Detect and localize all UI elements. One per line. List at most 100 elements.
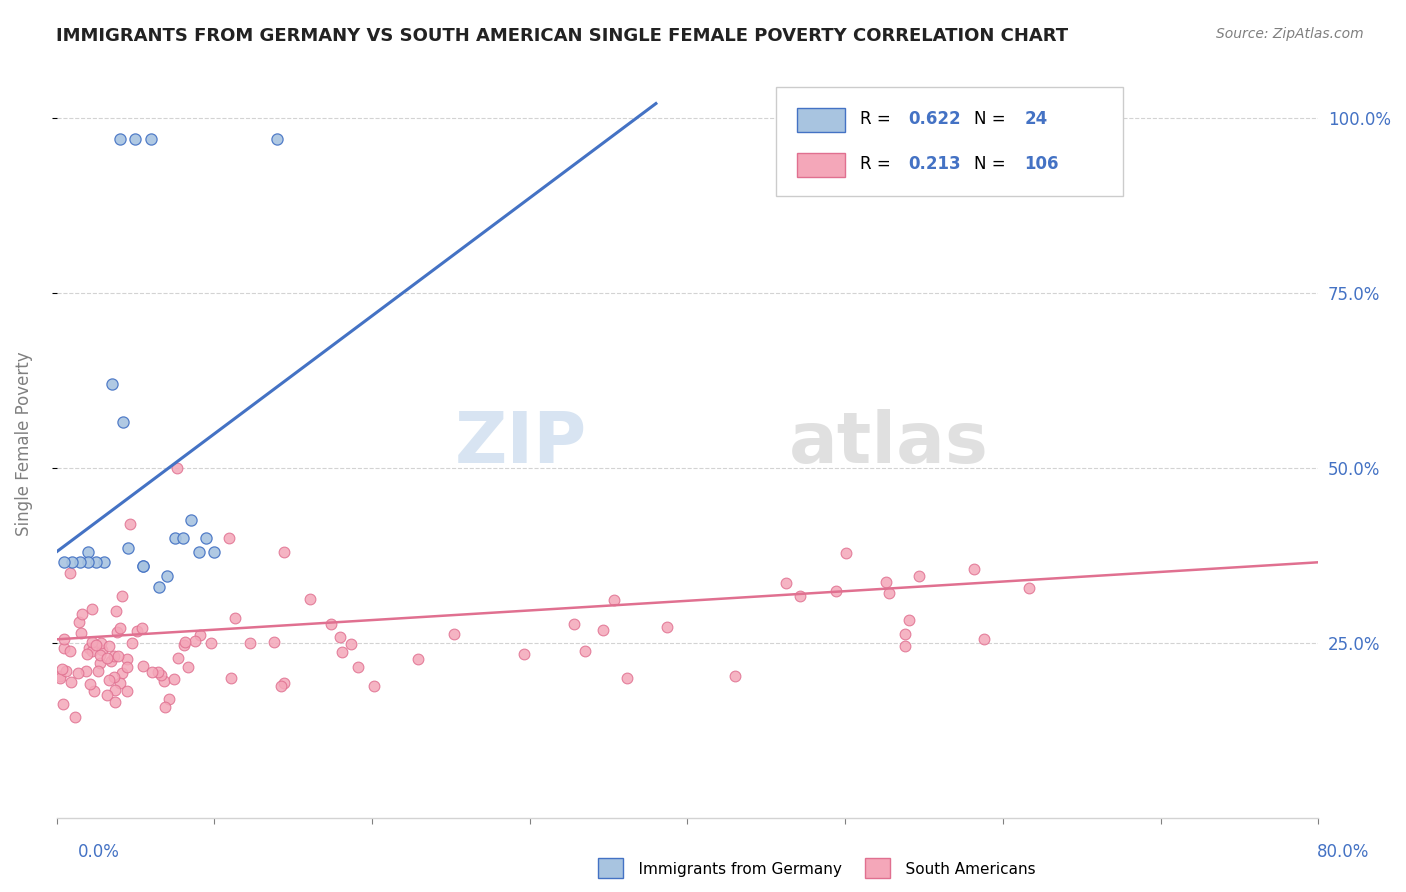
Point bbox=[330, 645, 353, 659]
Text: 80.0%: 80.0% bbox=[1316, 843, 1369, 861]
Point bbox=[187, 545, 209, 559]
Point bbox=[75, 665, 97, 679]
Point bbox=[59, 566, 82, 580]
Point bbox=[321, 617, 343, 632]
Text: ZIP: ZIP bbox=[454, 409, 586, 478]
Point bbox=[973, 632, 995, 647]
Point bbox=[111, 589, 134, 603]
Point bbox=[65, 710, 87, 724]
Point bbox=[141, 665, 163, 680]
Point bbox=[513, 647, 536, 661]
Text: Source: ZipAtlas.com: Source: ZipAtlas.com bbox=[1216, 27, 1364, 41]
Point bbox=[146, 665, 169, 679]
Point bbox=[51, 662, 73, 676]
Point bbox=[657, 620, 679, 634]
Point bbox=[60, 555, 83, 569]
Point bbox=[723, 669, 745, 683]
Point bbox=[100, 654, 122, 668]
Point bbox=[90, 636, 112, 650]
Text: 106: 106 bbox=[1025, 155, 1059, 173]
Point bbox=[218, 531, 240, 545]
Point bbox=[180, 513, 202, 527]
Point bbox=[59, 644, 82, 658]
Point bbox=[87, 665, 110, 679]
Point bbox=[155, 699, 177, 714]
Point bbox=[83, 684, 105, 698]
Point bbox=[124, 131, 146, 145]
Text: IMMIGRANTS FROM GERMANY VS SOUTH AMERICAN SINGLE FEMALE POVERTY CORRELATION CHAR: IMMIGRANTS FROM GERMANY VS SOUTH AMERICA… bbox=[56, 27, 1069, 45]
Point bbox=[1018, 582, 1040, 596]
Point bbox=[55, 664, 77, 678]
Point bbox=[894, 639, 917, 653]
FancyBboxPatch shape bbox=[598, 858, 623, 878]
FancyBboxPatch shape bbox=[776, 87, 1123, 196]
Point bbox=[104, 683, 127, 698]
Point bbox=[118, 516, 141, 531]
Point bbox=[67, 666, 90, 681]
Text: atlas: atlas bbox=[789, 409, 988, 478]
Text: Immigrants from Germany: Immigrants from Germany bbox=[619, 863, 842, 877]
Point bbox=[97, 673, 120, 688]
Point bbox=[219, 671, 242, 685]
Point bbox=[86, 638, 108, 652]
Point bbox=[76, 647, 98, 661]
Point bbox=[52, 697, 75, 711]
Point bbox=[77, 555, 100, 569]
Point bbox=[157, 692, 180, 706]
Point bbox=[108, 622, 131, 636]
Point bbox=[172, 531, 194, 545]
Point bbox=[67, 615, 90, 630]
Point bbox=[96, 651, 118, 665]
Text: R =: R = bbox=[860, 111, 896, 128]
Text: 0.622: 0.622 bbox=[908, 111, 960, 128]
Point bbox=[89, 648, 111, 662]
Point bbox=[166, 460, 188, 475]
Point bbox=[195, 531, 218, 545]
Point bbox=[592, 623, 614, 637]
Point bbox=[266, 131, 288, 145]
FancyBboxPatch shape bbox=[865, 858, 890, 878]
Point bbox=[616, 671, 638, 685]
Point bbox=[70, 607, 93, 621]
Point bbox=[273, 676, 295, 690]
Point bbox=[789, 589, 811, 603]
Point bbox=[79, 677, 101, 691]
Point bbox=[239, 635, 262, 649]
Point bbox=[263, 634, 285, 648]
Point bbox=[363, 679, 385, 693]
Point bbox=[121, 636, 143, 650]
Point bbox=[177, 660, 200, 674]
Point bbox=[224, 611, 246, 625]
Point bbox=[173, 638, 195, 652]
Point bbox=[77, 641, 100, 656]
Point bbox=[141, 131, 163, 145]
Point bbox=[148, 580, 170, 594]
Text: N =: N = bbox=[974, 155, 1011, 173]
Point bbox=[273, 545, 295, 559]
Point bbox=[894, 626, 917, 640]
Point bbox=[117, 541, 139, 556]
Point bbox=[101, 376, 124, 391]
Point bbox=[443, 627, 465, 641]
Text: 0.0%: 0.0% bbox=[77, 843, 120, 861]
Point bbox=[125, 624, 148, 639]
Point bbox=[91, 643, 114, 657]
Point bbox=[132, 659, 155, 673]
Point bbox=[93, 555, 115, 569]
Text: South Americans: South Americans bbox=[886, 863, 1035, 877]
Point bbox=[188, 628, 211, 642]
FancyBboxPatch shape bbox=[797, 153, 845, 178]
FancyBboxPatch shape bbox=[797, 108, 845, 132]
Point bbox=[574, 644, 596, 658]
Point bbox=[156, 569, 179, 583]
Point bbox=[835, 546, 858, 560]
Point bbox=[53, 640, 76, 655]
Point bbox=[84, 555, 107, 569]
Point bbox=[329, 630, 352, 644]
Point bbox=[132, 558, 155, 573]
Point bbox=[89, 656, 111, 670]
Point bbox=[132, 558, 155, 573]
Point bbox=[59, 675, 82, 690]
Text: R =: R = bbox=[860, 155, 896, 173]
Point bbox=[80, 635, 103, 649]
